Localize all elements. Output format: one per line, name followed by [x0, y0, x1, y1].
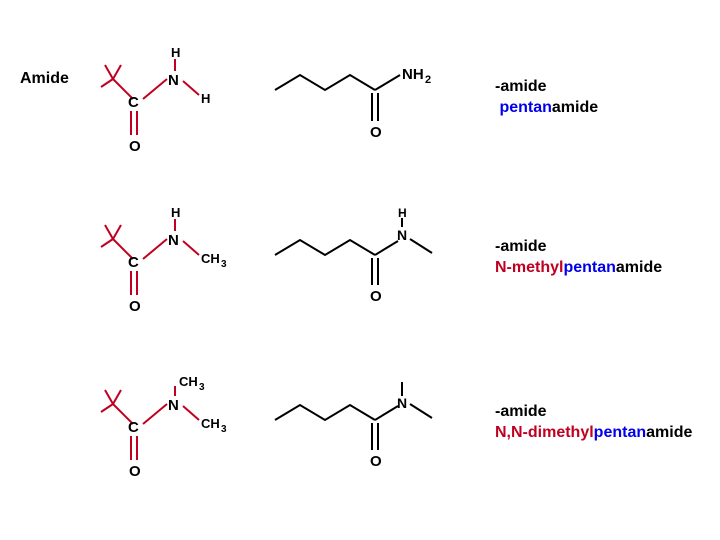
svg-text:N: N — [397, 395, 407, 411]
svg-text:H: H — [171, 205, 180, 220]
label-row2-line2: N-methylpentanamide — [495, 258, 662, 279]
label-row3-line1: -amide — [495, 402, 692, 423]
label-row1-line1: -amide — [495, 77, 598, 98]
svg-text:H: H — [201, 91, 210, 106]
svg-text:CH: CH — [179, 374, 198, 389]
svg-text:O: O — [129, 463, 141, 480]
svg-text:O: O — [370, 453, 382, 470]
generic-structure-row1: C O N H H — [95, 55, 225, 160]
label-row2: -amide N-methylpentanamide — [495, 237, 662, 279]
example-structure-row1: O NH 2 — [270, 55, 460, 150]
label-row1: -amide pentanamide — [495, 77, 598, 119]
svg-text:CH: CH — [201, 416, 220, 431]
svg-text:C: C — [128, 254, 139, 271]
svg-text:N: N — [168, 397, 179, 414]
svg-text:N: N — [397, 227, 407, 243]
label-row3: -amide N,N-dimethylpentanamide — [495, 402, 692, 444]
label-row3-line2: N,N-dimethylpentanamide — [495, 423, 692, 444]
svg-text:2: 2 — [425, 74, 431, 86]
label-row1-line2: pentanamide — [495, 98, 598, 119]
svg-text:O: O — [129, 298, 141, 315]
svg-text:N: N — [168, 232, 179, 249]
svg-text:NH: NH — [402, 66, 424, 83]
label-row2-line1: -amide — [495, 237, 662, 258]
svg-text:O: O — [370, 288, 382, 305]
example-structure-row2: O N H — [270, 215, 470, 310]
svg-text:O: O — [370, 124, 382, 141]
generic-structure-row2: C O N H CH 3 — [95, 215, 245, 320]
svg-text:H: H — [171, 45, 180, 60]
svg-text:3: 3 — [221, 424, 227, 435]
svg-text:3: 3 — [221, 259, 227, 270]
svg-text:N: N — [168, 72, 179, 89]
svg-text:O: O — [129, 138, 141, 155]
generic-structure-row3: C O N CH 3 CH 3 — [95, 380, 245, 485]
page-title: Amide — [20, 70, 69, 88]
example-structure-row3: O N — [270, 380, 470, 475]
svg-text:H: H — [398, 206, 407, 220]
svg-text:CH: CH — [201, 251, 220, 266]
svg-text:3: 3 — [199, 382, 205, 393]
svg-text:C: C — [128, 419, 139, 436]
svg-text:C: C — [128, 94, 139, 111]
